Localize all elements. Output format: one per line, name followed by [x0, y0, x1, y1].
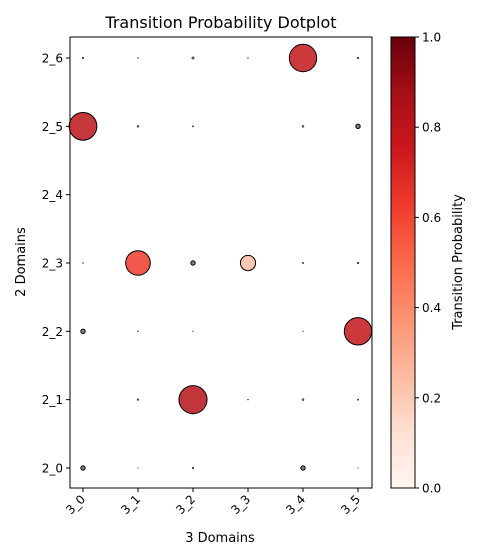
colorbar-tick-label: 0.8	[422, 121, 441, 135]
dot-2_3-3_0	[82, 262, 84, 264]
y-tick-label: 2_2	[42, 325, 63, 339]
y-tick-label: 2_3	[42, 256, 63, 270]
dot-2_6-3_2	[191, 56, 195, 60]
dot-2_3-3_5	[356, 261, 360, 265]
dot-2_0-3_0	[80, 465, 86, 471]
dot-2_5-3_4	[301, 125, 305, 128]
dot-2_1-3_3	[247, 398, 249, 401]
y-tick-label: 2_4	[42, 188, 63, 202]
dot-2_5-3_1	[136, 125, 140, 128]
colorbar-tick-label: 0.4	[422, 301, 441, 315]
dot-2_0-3_4	[300, 465, 306, 471]
y-axis-ticks: 2_0 2_1 2_2 2_3 2_4 2_5 2_6	[42, 52, 70, 475]
y-tick-label: 2_1	[42, 393, 63, 407]
y-tick-label: 2_6	[42, 52, 63, 66]
dot-2_5-3_2	[192, 125, 194, 128]
dot-2_5-3_5	[355, 123, 361, 130]
dot-2_1-3_5	[357, 398, 359, 401]
colorbar-tick-label: 0.0	[422, 482, 441, 496]
dot-2_3-3_3	[239, 254, 257, 272]
dot-2_0-3_5	[357, 467, 359, 469]
dot-2_6-3_4	[288, 43, 318, 73]
dot-layer	[68, 43, 373, 471]
dot-2_3-3_4	[302, 262, 304, 264]
colorbar-label: Transition Probability	[451, 194, 466, 331]
colorbar-ticks: 0.0 0.2 0.4 0.6 0.8 1.0	[415, 31, 441, 496]
y-axis-label: 2 Domains	[14, 227, 29, 297]
x-axis-label: 3 Domains	[185, 531, 255, 546]
dot-2_0-3_2	[191, 466, 195, 470]
dot-2_1-3_2	[178, 385, 208, 415]
dot-2_3-3_1	[125, 250, 151, 276]
dot-2_5-3_0	[68, 111, 98, 141]
colorbar-tick-label: 0.2	[422, 391, 441, 405]
dot-2_1-3_4	[301, 398, 305, 401]
dot-2_1-3_1	[136, 398, 140, 401]
dot-2_2-3_5	[343, 317, 373, 346]
chart-title: Transition Probability Dotplot	[104, 13, 336, 32]
dot-2_6-3_1	[137, 57, 139, 59]
dot-2_3-3_2	[190, 260, 196, 266]
dot-2_6-3_3	[247, 57, 249, 59]
colorbar-tick-label: 1.0	[422, 31, 441, 45]
colorbar-tick-label: 0.6	[422, 211, 441, 225]
colorbar	[390, 36, 416, 489]
dot-2_2-3_4	[302, 330, 304, 332]
y-tick-label: 2_0	[42, 461, 63, 475]
dot-2_2-3_0	[80, 328, 86, 335]
dot-2_2-3_1	[137, 330, 139, 333]
dot-2_6-3_5	[356, 56, 360, 60]
y-tick-label: 2_5	[42, 120, 63, 134]
dot-2_2-3_2	[192, 330, 194, 332]
dot-2_0-3_1	[137, 467, 139, 469]
dot-2_6-3_0	[81, 56, 85, 60]
